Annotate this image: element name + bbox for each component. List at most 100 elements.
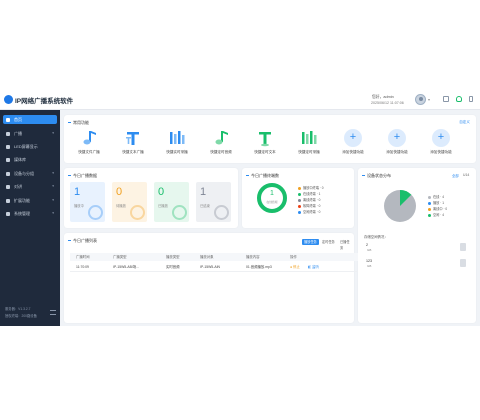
play-circle-icon (88, 205, 103, 220)
user-greeting: 您好，admin (372, 95, 394, 99)
legend-label: 在线终端 · 1 (303, 192, 321, 196)
device-status-title: 设备状态分布 (367, 173, 391, 178)
quick-item-label: 快捷定时音频 (210, 150, 232, 154)
tab-playing-tasks[interactable]: 播放任务 (302, 239, 319, 245)
shield-icon[interactable] (456, 96, 462, 102)
add-quick-function-button[interactable]: + 添加快捷功能 (424, 129, 458, 159)
print-icon[interactable] (443, 96, 449, 102)
clock-icon (130, 205, 145, 220)
intercom-icon (6, 184, 10, 189)
header: IP网络广播系统软件 您好，admin 2025/06/12 11:07:06 … (0, 88, 480, 110)
device-tab-all[interactable]: 全部 (452, 174, 459, 178)
table-header: 广播时间 广播类型 播放类型 播放对象 播放内容 操作 (70, 253, 358, 261)
playing-count: 1 (74, 186, 81, 198)
tab-played-tasks[interactable]: 已播任务 (340, 240, 350, 250)
mic-bars-icon (302, 131, 317, 144)
stop-label: 停止 (293, 265, 300, 269)
extension-icon (6, 198, 10, 203)
legend-swatch (428, 213, 431, 217)
sidebar-item-devices[interactable]: 设备与分组 ▾ (3, 169, 57, 178)
add-quick-function-button[interactable]: + 添加快捷功能 (380, 129, 414, 159)
sidebar-item-label: LED屏幕显示 (14, 144, 38, 149)
cell-type: IP-15W5-AB/场... (113, 265, 140, 269)
sidebar-item-label: 扩展功能 (14, 198, 30, 203)
storage-unit: GB (367, 264, 372, 268)
column-header: 操作 (290, 255, 297, 259)
listen-label: 监听 (312, 265, 319, 269)
legend-label: 播放中终端 · 0 (303, 186, 324, 190)
tab-timed-tasks[interactable]: 定时任务 (322, 240, 335, 244)
quick-timed-audio[interactable]: 快捷定时音频 (204, 129, 238, 159)
pie-slice-idle (400, 190, 412, 206)
quick-item-label: 添加快捷功能 (430, 150, 452, 154)
sidebar-item-led[interactable]: LED屏幕显示 (3, 142, 57, 151)
device-tab-group[interactable]: U14 (463, 173, 470, 177)
broadcast-icon (6, 131, 10, 136)
disk-icon (460, 259, 466, 267)
column-header: 播放对象 (200, 255, 214, 259)
legend-swatch (428, 201, 431, 205)
customize-link[interactable]: 自定义 (459, 120, 470, 124)
quick-item-label: 快捷文本广播 (122, 150, 144, 154)
sidebar-item-label: 对讲 (14, 184, 22, 189)
cell-content: 01.音频播放.mp3 (246, 265, 272, 269)
legend-label: 空闲终端 · 0 (303, 210, 321, 214)
ended-card[interactable]: 1 已结束 (196, 182, 231, 222)
storage-title: 存储空间情况： (364, 235, 388, 239)
music-note-icon (215, 131, 228, 145)
played-card[interactable]: 0 已播放 (154, 182, 189, 222)
add-quick-function-button[interactable]: + 添加快捷功能 (336, 129, 370, 159)
music-note-icon (83, 131, 96, 145)
ended-count: 1 (200, 186, 207, 198)
sidebar-item-extension[interactable]: 扩展功能 ▾ (3, 196, 57, 205)
table-row[interactable]: 11:70:09 IP-15W5-AB/场... 实时音频 IP-15W5-AI… (70, 263, 358, 272)
current-datetime: 2025/06/12 11:07:06 (371, 101, 404, 105)
title-marker-icon (362, 174, 365, 177)
ended-label: 已结束 (200, 204, 210, 208)
legend-item: 播放 · 1 (428, 200, 444, 205)
device-status-panel: 设备状态分布 全部 U14 在线 · 4 播放 · 1 离线中 · 0 空闲 ·… (358, 168, 476, 323)
stop-button[interactable]: ● 停止 (290, 265, 300, 269)
quick-item-label: 快捷定时采播 (298, 150, 320, 154)
pending-card[interactable]: 0 待播放 (112, 182, 147, 222)
legend-item: 空闲终端 · 0 (298, 209, 320, 214)
quick-file-broadcast[interactable]: 快捷文件广播 (72, 129, 106, 159)
playing-card[interactable]: 1 播放中 (70, 182, 105, 222)
quick-timed-text[interactable]: 快捷定时文本 (248, 129, 282, 159)
sidebar-item-media[interactable]: 媒体库 (3, 155, 57, 164)
legend-label: 离线终端 · 0 (303, 198, 321, 202)
close-circle-icon (214, 205, 229, 220)
playing-label: 播放中 (74, 204, 84, 208)
plus-icon: + (344, 129, 362, 147)
terminal-center-value: 1 (270, 190, 274, 197)
column-header: 广播时间 (76, 255, 90, 259)
device-license: 授权终端：200路设备 (5, 314, 37, 318)
led-icon (6, 144, 10, 149)
text-icon (126, 132, 139, 145)
sidebar-item-system[interactable]: 系统管理 ▾ (3, 209, 57, 218)
quick-timed-live[interactable]: 快捷定时采播 (292, 129, 326, 159)
legend-swatch (298, 210, 301, 214)
quick-live-broadcast[interactable]: 快捷实时采播 (160, 129, 194, 159)
storage-value: 2 (366, 243, 368, 247)
sidebar-item-home[interactable]: 首页 (3, 115, 57, 124)
legend-item: 在线终端 · 1 (298, 191, 320, 196)
phone-icon[interactable] (469, 96, 473, 102)
listen-button[interactable]: ◧ 监听 (308, 265, 319, 269)
legend-item: 故障终端 · 0 (298, 203, 320, 208)
user-menu-chevron-icon[interactable]: ▾ (428, 97, 431, 102)
collapse-menu-icon[interactable] (50, 310, 56, 315)
title-marker-icon (246, 174, 249, 177)
column-header: 广播类型 (113, 255, 127, 259)
cell-target: IP-15W5-AIN (200, 265, 220, 269)
app-logo-icon (4, 95, 13, 104)
sidebar-item-broadcast[interactable]: 广播 ▾ (3, 129, 57, 138)
avatar[interactable] (415, 94, 426, 105)
quick-text-broadcast[interactable]: 快捷文本广播 (116, 129, 150, 159)
sidebar-item-intercom[interactable]: 对讲 ▾ (3, 182, 57, 191)
home-icon (6, 117, 10, 122)
quick-item-label: 快捷文件广播 (78, 150, 100, 154)
chevron-down-icon: ▾ (52, 184, 54, 188)
legend-item: 离线终端 · 0 (298, 197, 320, 202)
legend-item: 空闲 · 4 (428, 212, 444, 217)
